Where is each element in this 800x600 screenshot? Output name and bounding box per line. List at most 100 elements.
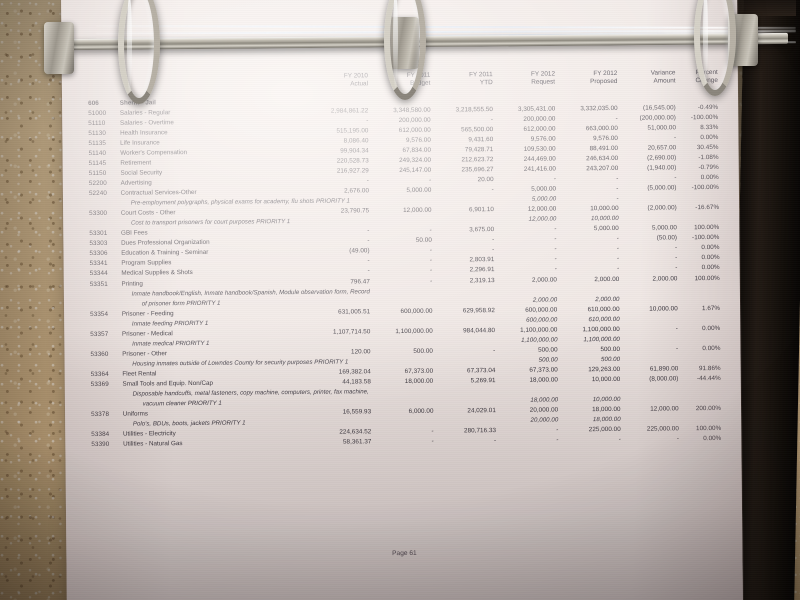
cell-fy2012-proposed: - <box>617 265 620 273</box>
cell-fy2011-budget <box>370 295 432 306</box>
cell-fy2012-request: 244,469.00 <box>523 155 556 163</box>
cell-variance-amount <box>620 312 678 323</box>
account-code <box>89 197 121 207</box>
page-footer: Page 61 <box>66 547 742 560</box>
cell-fy2011-budget: 249,324.00 <box>399 156 432 164</box>
account-code: 51135 <box>88 139 107 147</box>
cell-fy2012-request: - <box>553 175 557 183</box>
cell-fy2011-budget: - <box>431 437 434 445</box>
cell-fy2011-budget <box>371 395 433 406</box>
cell-fy2011-budget: 18,000.00 <box>404 377 434 385</box>
account-code <box>89 217 121 227</box>
cell-percent-change <box>679 412 721 422</box>
cell-fy2012-request: 500.00 <box>538 346 558 354</box>
cell-percent-change: 0.00% <box>703 435 722 443</box>
cell-fy2012-proposed: 2,000.00 <box>594 275 620 283</box>
account-code: 52200 <box>88 179 107 188</box>
cell-fy2012-request: 200,000.00 <box>523 115 556 123</box>
cell-fy2011-ytd <box>432 214 494 225</box>
account-code <box>91 358 123 368</box>
table-body: 606 Sheriff - Jail 51000 Salaries - Regular… <box>88 91 721 449</box>
cell-percent-change: -100.00% <box>692 234 720 242</box>
cell-percent-change <box>678 332 720 342</box>
cell-fy2011-budget: 600,000.00 <box>400 307 433 315</box>
cell-variance-amount <box>620 332 678 343</box>
cell-percent-change: -1.08% <box>698 153 719 162</box>
cell-variance-amount: 61,890.00 <box>649 365 679 373</box>
cell-variance-amount <box>618 192 676 203</box>
cell-percent-change: 0.00% <box>700 173 719 182</box>
account-code: 53369 <box>90 380 109 388</box>
cell-fy2011-ytd: 2,296.91 <box>469 266 495 274</box>
cell-fy2012-proposed: 3,332,035.00 <box>580 104 618 112</box>
cell-fy2011-budget: 3,348,580.00 <box>393 106 431 114</box>
cell-fy2011-ytd: - <box>493 437 497 445</box>
cell-fy2010-actual <box>309 416 371 427</box>
cell-percent-change <box>677 211 719 221</box>
cell-fy2012-proposed: 129,263.00 <box>588 365 621 374</box>
account-code: 53360 <box>90 350 109 358</box>
cell-fy2012-proposed: 1,100,000.00 <box>583 335 620 344</box>
cell-fy2010-actual: 16,559.93 <box>342 408 372 416</box>
cell-fy2012-request: 1,100,000.00 <box>520 326 558 334</box>
account-code: 53303 <box>89 240 108 248</box>
cell-variance-amount: - <box>675 254 678 262</box>
cell-fy2012-request: 67,373.00 <box>529 366 558 374</box>
cell-fy2010-actual: 23,790.75 <box>340 207 370 215</box>
cell-variance-amount: - <box>674 244 678 252</box>
cell-fy2012-request: 241,416.00 <box>523 165 556 173</box>
cell-fy2011-ytd <box>432 294 494 305</box>
cell-variance-amount: 225,000.00 <box>646 425 679 433</box>
cell-fy2012-request: - <box>554 255 557 263</box>
cell-fy2012-request: - <box>556 426 559 434</box>
cell-fy2011-ytd <box>434 415 496 426</box>
cell-fy2011-budget: 12,000.00 <box>403 206 432 215</box>
cell-fy2010-actual: - <box>367 257 370 265</box>
binder-ring-plate-left <box>44 22 74 74</box>
cell-percent-change: 0.00% <box>701 264 720 272</box>
cell-variance-amount: - <box>675 325 678 333</box>
cell-fy2012-request: - <box>556 436 559 444</box>
cell-fy2010-actual: - <box>367 267 370 275</box>
cell-fy2012-proposed: 610,000.00 <box>588 315 620 324</box>
cell-fy2011-ytd: 20.00 <box>477 176 494 184</box>
account-code <box>90 287 122 297</box>
cell-variance-amount: - <box>674 174 677 182</box>
cell-fy2011-budget <box>369 214 431 225</box>
cell-fy2010-actual: 796.47 <box>350 277 370 285</box>
cell-fy2012-request: 20,000.00 <box>530 416 559 425</box>
account-code: 51000 <box>88 109 107 117</box>
account-code: 53357 <box>90 330 109 338</box>
cell-fy2011-ytd: - <box>493 346 496 354</box>
cell-fy2011-ytd: 235,696.27 <box>461 166 494 174</box>
cell-fy2012-request: 18,000.00 <box>529 376 558 384</box>
cell-fy2012-proposed: 10,000.00 <box>590 205 619 213</box>
cell-fy2011-ytd: 79,428.71 <box>464 146 494 154</box>
cell-fy2010-actual: - <box>367 227 370 235</box>
cell-fy2010-actual: 44,183.58 <box>342 378 371 386</box>
cell-fy2010-actual: - <box>366 117 369 125</box>
cell-fy2011-budget: 500.00 <box>413 347 433 355</box>
cell-variance-amount <box>619 292 677 303</box>
cell-fy2011-ytd: - <box>492 246 495 254</box>
cell-percent-change: 91.86% <box>698 364 721 373</box>
account-code: 52240 <box>88 189 107 198</box>
cell-percent-change <box>678 312 720 322</box>
cell-fy2012-proposed: 10,000.00 <box>591 375 621 384</box>
cell-fy2012-proposed: - <box>616 174 619 182</box>
cell-fy2011-budget <box>371 385 433 396</box>
cell-fy2011-budget: 5,000.00 <box>406 186 432 195</box>
cell-fy2010-actual: 99,904.34 <box>340 147 369 155</box>
cell-fy2011-ytd <box>430 93 492 104</box>
cell-fy2010-actual <box>307 215 369 226</box>
cell-fy2011-ytd: 9,431.60 <box>468 135 494 144</box>
cell-fy2011-ytd: 5,269.91 <box>470 377 496 385</box>
cell-fy2011-budget <box>370 285 432 296</box>
cell-percent-change: 100.00% <box>695 425 722 433</box>
cell-percent-change: -100.00% <box>690 113 719 121</box>
header-fy2010-actual: FY 2010 Actual <box>343 72 369 88</box>
cell-fy2012-request: 612,000.00 <box>523 125 556 133</box>
cell-fy2012-proposed: - <box>615 114 618 122</box>
cell-fy2011-ytd: 3,675.00 <box>469 226 495 234</box>
